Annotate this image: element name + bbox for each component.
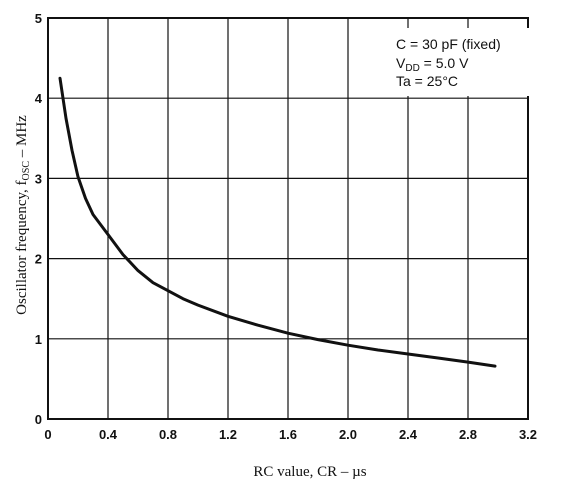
x-tick-label: 2.4: [399, 427, 418, 442]
annotation-supply-voltage: VDD = 5.0 V: [396, 55, 469, 74]
y-tick-labels: 0 1 2 3 4 5: [35, 11, 43, 427]
x-tick-labels: 0 0.4 0.8 1.2 1.6 2.0 2.4 2.8 3.2: [44, 427, 537, 442]
x-tick-label: 2.8: [459, 427, 477, 442]
y-tick-label: 1: [35, 332, 42, 347]
plot-frame: [47, 17, 529, 420]
x-tick-label: 3.2: [519, 427, 537, 442]
y-tick-label: 2: [35, 252, 42, 267]
annotation-temperature: Ta = 25°C: [396, 73, 458, 89]
x-tick-label: 1.2: [219, 427, 237, 442]
x-tick-label: 0.8: [159, 427, 177, 442]
y-tick-label: 4: [35, 91, 43, 106]
annotation-background: [380, 28, 545, 96]
y-tick-label: 5: [35, 11, 42, 26]
annotation-capacitance: C = 30 pF (fixed): [396, 36, 501, 52]
y-tick-label: 3: [35, 171, 42, 186]
frequency-curve: [58, 76, 497, 368]
x-tick-label: 2.0: [339, 427, 357, 442]
y-axis-title: Oscillator frequency, fOSC – MHz: [14, 115, 32, 315]
x-tick-label: 0.4: [99, 427, 118, 442]
x-tick-label: 1.6: [279, 427, 297, 442]
x-tick-label: 0: [44, 427, 51, 442]
x-axis-title: RC value, CR – µs: [253, 464, 366, 480]
y-tick-label: 0: [35, 412, 42, 427]
